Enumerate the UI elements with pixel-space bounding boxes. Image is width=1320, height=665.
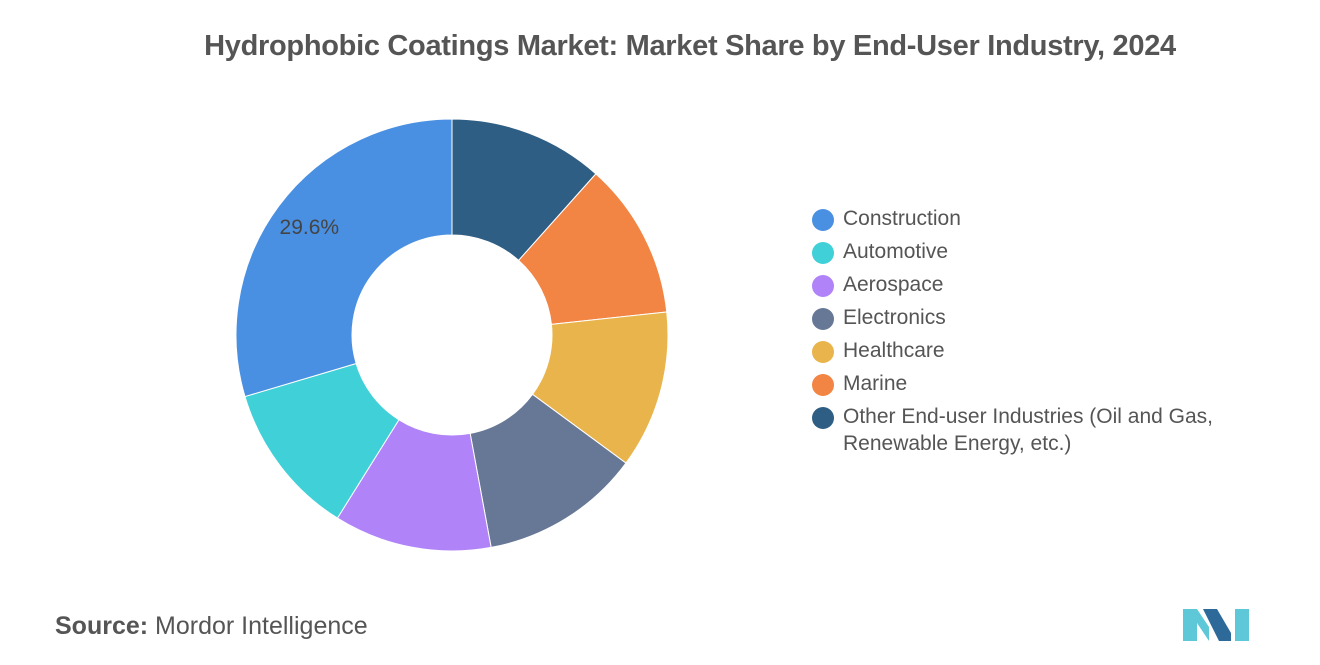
legend-item: Automotive — [812, 238, 1282, 265]
legend-swatch — [812, 308, 834, 330]
legend-swatch — [812, 374, 834, 396]
source-note: Source: Mordor Intelligence — [55, 612, 368, 641]
slice-labels: 29.6% — [280, 216, 340, 239]
legend-item: Marine — [812, 370, 1282, 397]
legend-item: Other End-user Industries (Oil and Gas, … — [812, 403, 1282, 457]
logo-left-stroke — [1183, 609, 1209, 641]
legend-swatch — [812, 407, 834, 429]
mordor-intelligence-logo — [1183, 609, 1249, 641]
legend-label: Other End-user Industries (Oil and Gas, … — [843, 405, 1213, 455]
chart-legend: Construction Automotive Aerospace Electroni… — [812, 205, 1282, 463]
legend-item: Healthcare — [812, 337, 1282, 364]
donut-slices — [235, 118, 669, 552]
legend-swatch — [812, 209, 834, 231]
logo-middle-stroke — [1203, 609, 1231, 641]
slice-construction — [235, 118, 453, 398]
slice-value-label: 29.6% — [280, 216, 340, 239]
legend-swatch — [812, 242, 834, 264]
legend-label: Marine — [843, 372, 908, 395]
legend-label: Healthcare — [843, 339, 945, 362]
slice-aerospace — [336, 419, 492, 552]
chart-title: Hydrophobic Coatings Market: Market Shar… — [204, 30, 1176, 62]
slice-healthcare — [531, 311, 669, 464]
legend-swatch — [812, 341, 834, 363]
legend-label: Automotive — [843, 240, 949, 263]
logo-right-stroke — [1235, 609, 1249, 641]
legend-item: Construction — [812, 205, 1282, 232]
legend-label: Construction — [843, 207, 961, 230]
legend-item: Aerospace — [812, 271, 1282, 298]
source-label: Source: — [55, 612, 149, 640]
legend-item: Electronics — [812, 304, 1282, 331]
legend-label: Electronics — [843, 306, 946, 329]
source-value: Mordor Intelligence — [155, 612, 368, 640]
legend-swatch — [812, 275, 834, 297]
legend-label: Aerospace — [843, 273, 944, 296]
